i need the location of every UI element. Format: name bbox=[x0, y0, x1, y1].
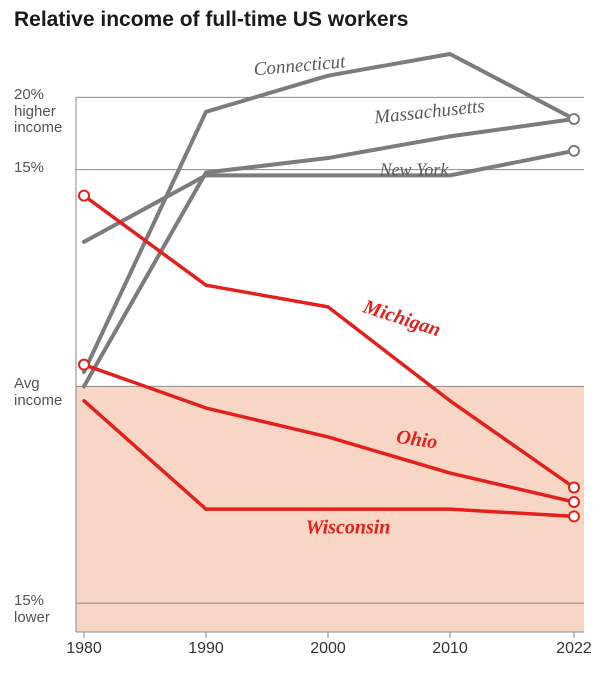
x-axis-label: 2000 bbox=[310, 640, 346, 658]
y-axis-label: 20%higherincome bbox=[14, 87, 62, 137]
svg-text:New York: New York bbox=[379, 159, 450, 179]
chart-area: ConnecticutMassachusettsNew YorkMichigan… bbox=[0, 44, 600, 668]
y-axis-label: 15% bbox=[14, 160, 44, 177]
x-axis-label: 2010 bbox=[432, 640, 468, 658]
y-axis-label: Avgincome bbox=[14, 376, 62, 409]
x-axis-label: 1980 bbox=[66, 640, 102, 658]
x-axis-label: 2022 bbox=[556, 640, 592, 658]
x-axis-label: 1990 bbox=[188, 640, 224, 658]
chart-svg: ConnecticutMassachusettsNew YorkMichigan… bbox=[0, 44, 600, 668]
y-axis-label: 15%lower bbox=[14, 593, 50, 626]
svg-text:Michigan: Michigan bbox=[359, 295, 443, 341]
svg-text:Wisconsin: Wisconsin bbox=[306, 517, 391, 539]
chart-title: Relative income of full-time US workers bbox=[14, 8, 408, 32]
svg-text:Massachusetts: Massachusetts bbox=[372, 96, 485, 129]
